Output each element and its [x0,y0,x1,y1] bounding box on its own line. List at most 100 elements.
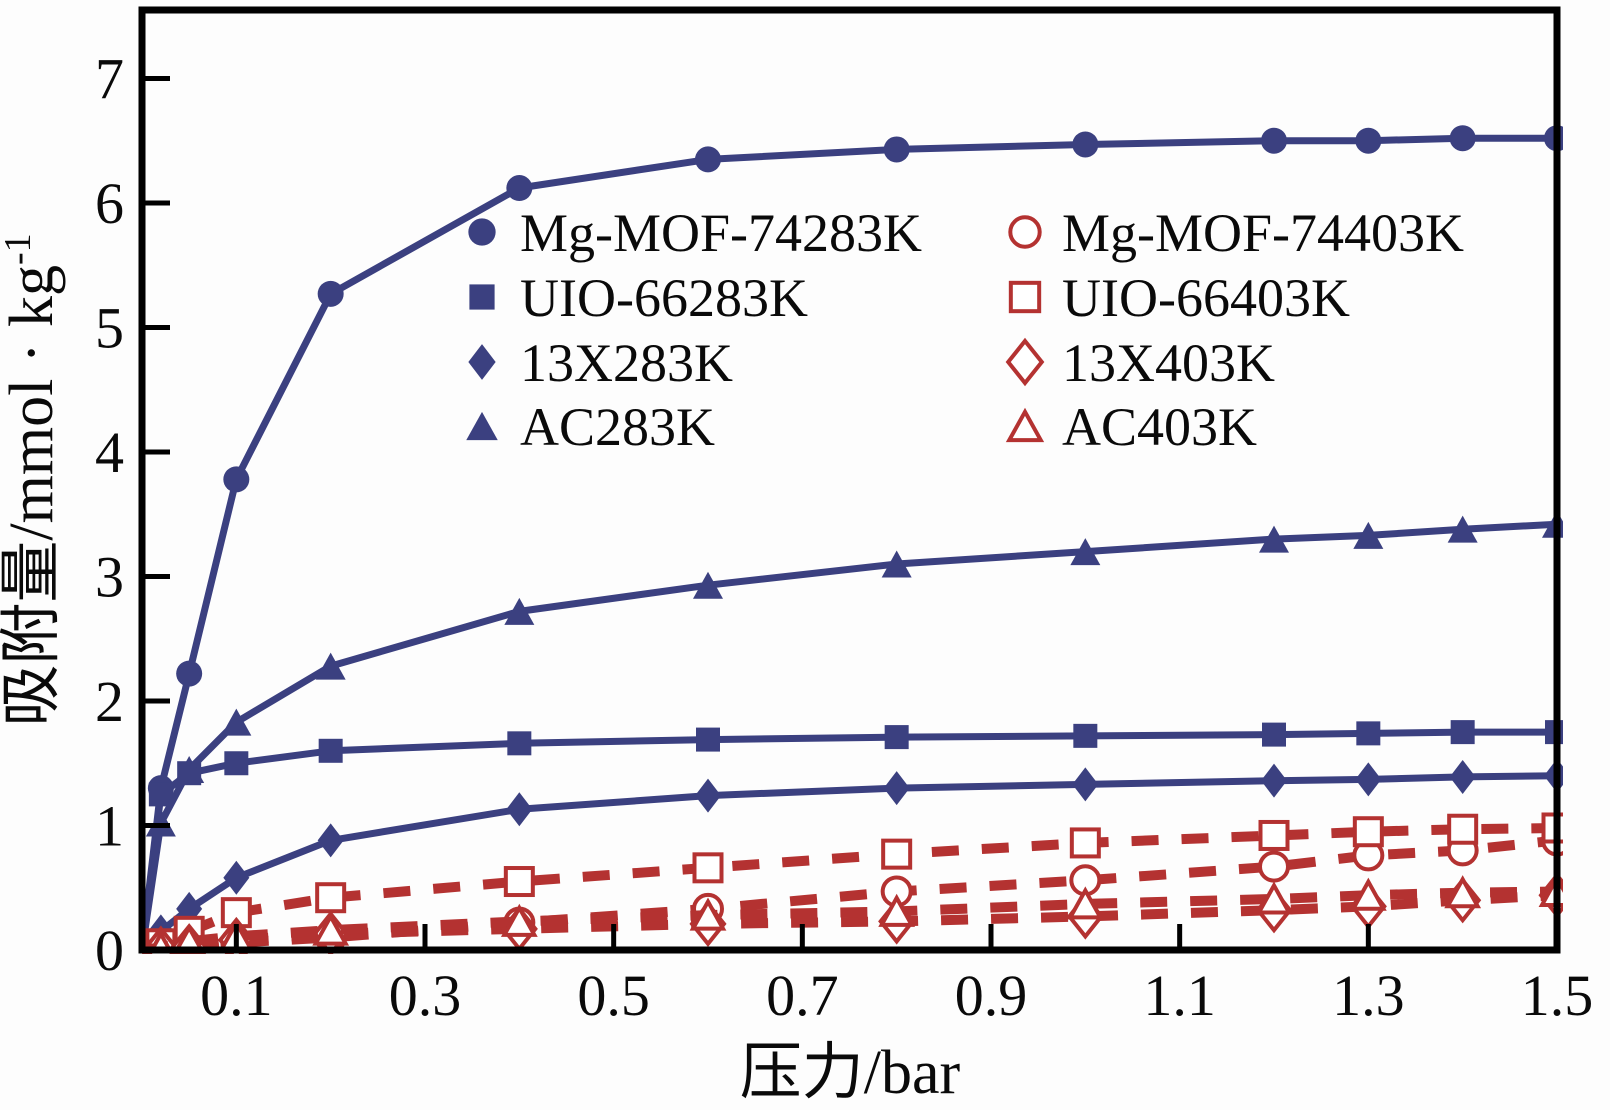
triangle-marker [221,708,252,736]
x-tick-label: 1.1 [1143,963,1216,1028]
x-tick-label: 0.9 [955,963,1028,1028]
diamond-marker [506,792,533,827]
circle-marker [1449,125,1476,152]
y-tick-label: 0 [95,918,124,983]
square-marker [881,838,913,870]
triangle-marker [1259,525,1289,553]
triangle-marker [315,652,346,680]
legend-label: AC403K [1062,397,1257,457]
circle-marker [1008,215,1042,249]
square-marker [1352,816,1384,848]
circle-marker [317,280,344,307]
legend-item-uio-66403k: UIO-66403K [1008,268,1350,328]
legend-item-ac403k: AC403K [1005,397,1257,457]
y-tick-label: 6 [95,171,124,236]
y-axis-title: 吸附量/mmol · kg-1 [0,233,66,726]
triangle-marker [881,550,912,578]
square-marker [1069,827,1101,859]
square-marker [1008,280,1042,314]
square-marker [318,738,343,763]
series-13x403k [141,872,1563,954]
circle-marker [1258,850,1290,883]
legend-item-13x283k: 13X283K [468,333,733,393]
diamond-marker [1005,337,1045,387]
diamond-marker [1449,759,1476,794]
circle-marker [506,175,533,202]
square-marker [1450,720,1475,745]
y-tick-label: 7 [95,46,124,111]
square-marker [503,866,535,898]
square-marker [1262,722,1286,747]
tick-layer [142,75,1560,953]
legend-label: Mg-MOF-74283K [520,203,922,263]
circle-marker [883,136,910,163]
x-tick-label: 0.1 [200,963,273,1028]
legend-label: 13X403K [1062,333,1275,393]
triangle-marker [466,411,498,441]
y-tick-label: 1 [95,793,124,858]
legend-item-ac283k: AC283K [466,397,715,457]
triangle-marker [504,597,535,625]
x-tick-label: 1.5 [1521,963,1594,1028]
circle-marker [468,218,496,246]
legend-item-mg-mof-74283k: Mg-MOF-74283K [468,203,922,263]
triangle-marker [1005,407,1045,443]
legend-label: Mg-MOF-74403K [1062,203,1464,263]
series-line [141,890,1558,954]
diamond-marker [695,778,721,813]
plot-frame [138,6,1561,954]
x-tick-label: 0.7 [766,963,839,1028]
square-marker [696,727,720,752]
tick-label-layer: 0.1 0.3 0.5 0.7 0.9 1.1 1.3 1.5 0 1 2 3 4 5 6 7 [95,46,1593,1028]
diamond-marker [223,860,250,895]
diamond-marker [883,771,910,806]
y-tick-label: 4 [95,420,124,485]
circle-marker [1355,127,1382,154]
y-axis-title-text: 吸附量/mmol · kg-1 [0,233,66,726]
x-tick-label: 0.5 [577,963,650,1028]
triangle-marker [693,571,723,599]
diamond-marker [317,823,344,858]
square-marker [507,731,532,756]
y-tick-label: 2 [95,669,124,734]
legend-label: 13X283K [520,333,733,393]
triangle-marker [1447,515,1478,543]
legend-item-13x403k: 13X403K [1005,333,1275,393]
legend-item-mg-mof-74403k: Mg-MOF-74403K [1008,203,1464,263]
triangle-marker [312,912,350,946]
y-tick-label: 3 [95,544,124,609]
diamond-marker [468,344,496,380]
triangle-marker [1070,538,1101,566]
triangle-marker [878,893,916,927]
x-tick-label: 0.3 [389,963,462,1028]
triangle-marker [500,903,538,937]
square-marker [1258,819,1290,851]
square-marker [692,852,724,884]
series-mg-mof-74283k [139,125,1563,951]
circle-marker [695,146,721,173]
legend-label: AC283K [520,397,715,457]
x-tick-label: 1.3 [1332,963,1405,1028]
diamond-marker [1261,763,1287,798]
diamond-marker [1355,762,1382,797]
diamond-marker [1072,767,1099,802]
square-marker [315,882,347,914]
circle-marker [1072,131,1099,158]
legend-item-uio-66283k: UIO-66283K [469,268,808,328]
square-marker [224,751,249,776]
triangle-marker [1255,881,1293,915]
square-marker [1447,813,1479,845]
legend-label: UIO-66403K [1062,268,1350,328]
circle-marker [223,466,250,493]
circle-marker [1261,127,1287,154]
y-tick-label: 5 [95,295,124,360]
square-marker [1356,721,1381,746]
square-marker [1073,723,1098,748]
triangle-marker [1349,877,1387,911]
circle-marker [176,660,203,687]
series-ac403k [141,873,1563,954]
triangle-marker [1066,886,1104,920]
